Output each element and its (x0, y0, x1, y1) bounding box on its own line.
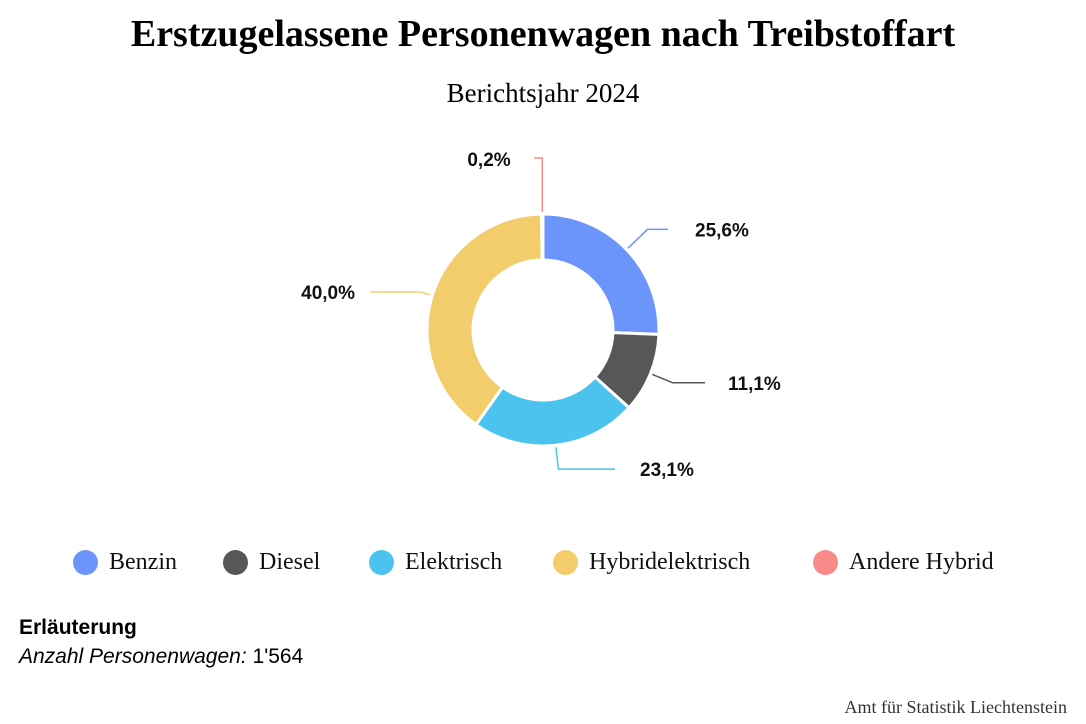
data-label-andere-hybrid: 0,2% (467, 150, 510, 171)
leader-line-hybridelektrisch (370, 291, 431, 296)
chart-legend: Benzin Diesel Elektrisch Hybridelektrisc… (0, 544, 1086, 580)
legend-label: Diesel (259, 548, 321, 575)
chart-subtitle: Berichtsjahr 2024 (446, 78, 640, 108)
note-heading: Erläuterung (19, 616, 137, 639)
source-credit: Amt für Statistik Liechtenstein (844, 697, 1067, 717)
legend-item-andere-hybrid[interactable]: Andere Hybrid (813, 544, 994, 580)
legend-label: Andere Hybrid (849, 548, 994, 575)
legend-item-elektrisch[interactable]: Elektrisch (369, 544, 502, 580)
data-label-hybridelektrisch: 40,0% (301, 283, 355, 304)
leader-line-diesel (652, 373, 705, 384)
legend-item-hybridelektrisch[interactable]: Hybridelektrisch (553, 544, 750, 580)
legend-label: Elektrisch (405, 548, 503, 575)
percentage-labels: 25,6% 11,1% 23,1% 40,0% 0,2% (301, 150, 781, 481)
donut-slice-hybridelektrisch[interactable] (425, 212, 544, 427)
legend-swatch (813, 549, 838, 575)
leader-line-elektrisch (555, 447, 615, 470)
legend-item-diesel[interactable]: Diesel (223, 544, 320, 580)
leader-line-andere-hybrid (534, 157, 544, 213)
donut-slices (425, 212, 661, 448)
chart-title: Erstzugelassene Personenwagen nach Treib… (130, 13, 956, 55)
legend-item-benzin[interactable]: Benzin (73, 544, 177, 580)
legend-swatch (223, 549, 248, 575)
legend-swatch (73, 549, 98, 575)
note-label: Anzahl Personenwagen: (19, 645, 247, 668)
leader-line-benzin (627, 228, 668, 249)
donut-slice-andere-hybrid[interactable] (540, 212, 545, 262)
legend-swatch (369, 549, 394, 575)
legend-label: Benzin (109, 548, 177, 575)
legend-swatch (553, 549, 578, 575)
note-line: Anzahl Personenwagen: 1'564 (19, 645, 303, 669)
data-label-diesel: 11,1% (728, 374, 781, 395)
data-label-elektrisch: 23,1% (640, 460, 694, 481)
legend-label: Hybridelektrisch (589, 548, 751, 575)
data-label-benzin: 25,6% (695, 220, 749, 241)
donut-slice-benzin[interactable] (541, 212, 661, 336)
leader-lines (370, 157, 705, 470)
donut-chart: 25,6% 11,1% 23,1% 40,0% 0,2% (301, 150, 781, 481)
note-value: 1'564 (252, 645, 304, 668)
